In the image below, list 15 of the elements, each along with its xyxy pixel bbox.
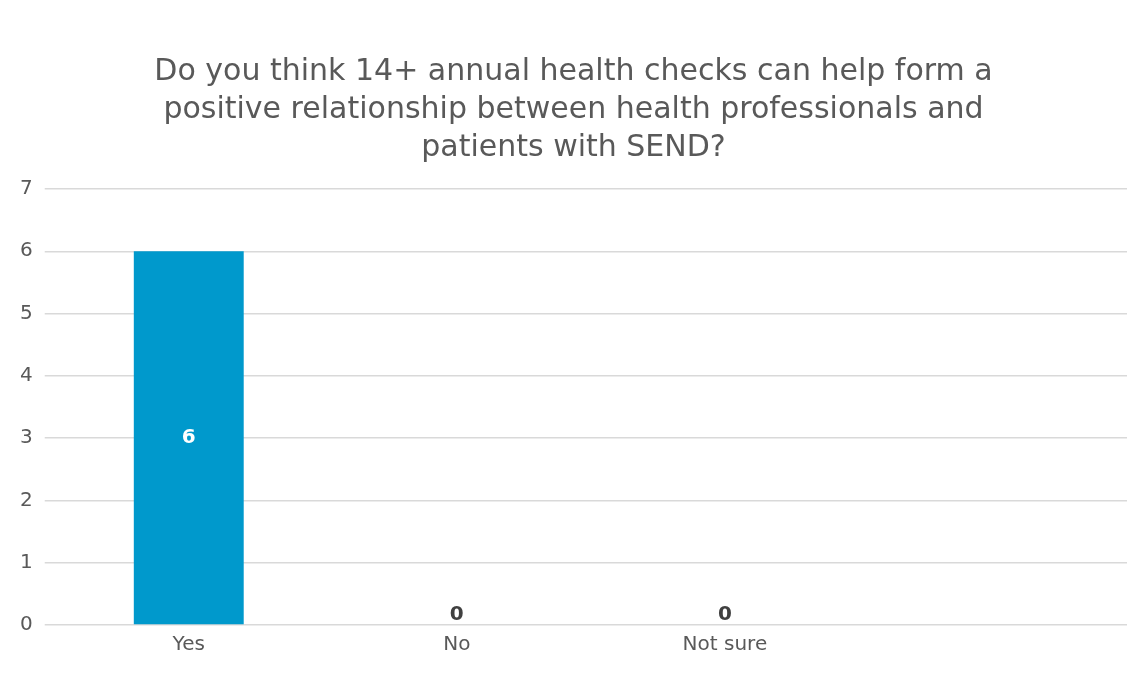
x-tick-label: Yes [171,631,205,656]
y-tick-label: 0 [19,611,33,636]
x-tick-label: No [443,631,471,656]
data-label: 0 [449,601,464,626]
y-tick-label: 4 [19,362,33,387]
x-tick-label: Not sure [682,631,768,656]
data-label: 0 [717,601,732,626]
y-tick-label: 3 [19,424,33,449]
y-tick-label: 6 [19,237,33,262]
y-tick-label: 7 [19,175,33,200]
data-label: 6 [181,423,196,448]
y-tick-label: 5 [19,299,33,324]
y-tick-label: 2 [19,486,33,511]
chart-title: Do you think 14+ annual health checks can help form a positive relationship between health professionals and patients with SEND? [153,51,994,165]
y-tick-label: 1 [19,548,33,573]
